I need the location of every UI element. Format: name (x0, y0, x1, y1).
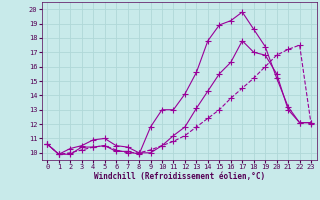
X-axis label: Windchill (Refroidissement éolien,°C): Windchill (Refroidissement éolien,°C) (94, 172, 265, 181)
